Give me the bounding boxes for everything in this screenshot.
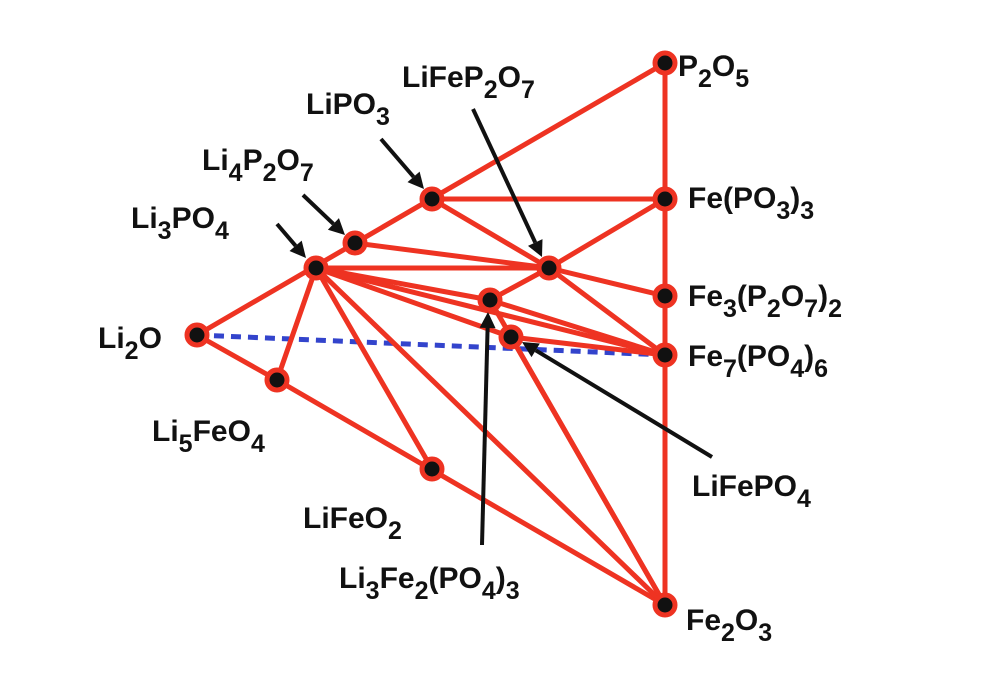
arrow-head-Li3Fe2PO43 — [479, 312, 496, 329]
tie-line-LiFeP2O7-FePO33 — [546, 196, 668, 271]
tie-line-LiFePO4-Fe7PO46 — [508, 334, 668, 358]
arrow-Li3Fe2PO43 — [479, 312, 496, 546]
node-Li3PO4 — [303, 255, 329, 281]
tie-line-Li3Fe2PO43-Fe7PO46 — [487, 297, 668, 358]
node-Li2O — [184, 322, 210, 348]
node-Fe2O3 — [652, 592, 678, 618]
arrow-head-LiFeP2O7 — [527, 239, 543, 257]
node-LiPO3 — [419, 186, 445, 212]
node-Fe3P2O72 — [652, 283, 678, 309]
label-Fe7PO46: Fe7(PO4)6 — [688, 340, 828, 383]
node-Li4P2O7 — [342, 230, 368, 256]
arrow-LiPO3 — [379, 137, 424, 189]
node-Li3Fe2PO43 — [477, 287, 503, 313]
label-FePO33: Fe(PO3)3 — [688, 182, 814, 225]
tie-lines-layer — [194, 60, 668, 608]
arrow-Li3PO4 — [275, 222, 306, 258]
arrow-head-LiFePO4 — [522, 342, 540, 358]
node-LiFeP2O7 — [536, 255, 562, 281]
node-LiFePO4 — [498, 324, 524, 350]
tie-line-Li3Fe2PO43-Fe2O3 — [487, 297, 668, 608]
tie-line-Li3PO4-LiFeO2 — [313, 265, 435, 472]
arrow-Li4P2O7 — [301, 193, 345, 235]
label-Li5FeO4: Li5FeO4 — [152, 415, 265, 458]
tie-line-Li5FeO4-Fe2O3 — [274, 377, 668, 608]
label-Fe2O3: Fe2O3 — [686, 604, 772, 647]
tie-line-LiFeP2O7-Fe7PO46 — [546, 265, 668, 358]
label-LiFeP2O7: LiFeP2O7 — [402, 61, 535, 104]
labels-layer: Li2O Li5FeO4 LiFeO2 Fe2O3 Li3PO4 Li4P2O7 LiPO3… — [98, 50, 842, 647]
label-LiFeO2: LiFeO2 — [303, 502, 402, 545]
label-Li3Fe2PO43: Li3Fe2(PO4)3 — [339, 562, 520, 605]
node-Fe7PO46 — [652, 342, 678, 368]
tie-line-Li3PO4-LiFePO4 — [313, 265, 514, 340]
tie-line-Li4P2O7-LiFeP2O7 — [352, 240, 552, 271]
arrow-shaft-Li4P2O7 — [301, 193, 335, 226]
arrow-head-LiPO3 — [407, 171, 424, 189]
tie-line-LiPO3-LiFeP2O7 — [429, 196, 552, 271]
tie-line-Li5FeO4-Li3PO4 — [274, 265, 319, 383]
tie-line-LiFeP2O7-Fe3P2O72 — [546, 265, 668, 299]
label-Fe3P2O72: Fe3(P2O7)2 — [688, 280, 842, 323]
label-Li4P2O7: Li4P2O7 — [202, 144, 314, 187]
label-P2O5: P2O5 — [678, 50, 749, 93]
label-LiPO3: LiPO3 — [306, 88, 390, 131]
tie-line-Li3PO4-Fe2O3 — [313, 265, 668, 608]
node-Li5FeO4 — [264, 367, 290, 393]
nodes-layer — [184, 50, 678, 618]
node-FePO33 — [652, 186, 678, 212]
arrow-shaft-LiPO3 — [379, 137, 416, 179]
arrow-LiFeP2O7 — [471, 108, 543, 257]
arrow-shaft-LiFePO4 — [534, 348, 714, 459]
arrow-shaft-Li3PO4 — [275, 222, 298, 248]
arrow-head-Li4P2O7 — [327, 218, 345, 235]
label-Li3PO4: Li3PO4 — [131, 202, 229, 245]
label-Li2O: Li2O — [98, 322, 162, 365]
node-P2O5 — [652, 50, 678, 76]
label-LiFePO4: LiFePO4 — [692, 470, 811, 513]
arrow-head-Li3PO4 — [289, 240, 306, 258]
arrows-layer — [275, 108, 714, 546]
node-LiFeO2 — [419, 456, 445, 482]
arrow-LiFePO4 — [522, 342, 714, 459]
arrow-shaft-LiFeP2O7 — [471, 108, 538, 244]
tie-line-Li2O-Li5FeO4 — [194, 332, 280, 383]
arrow-shaft-Li3Fe2PO43 — [480, 327, 490, 546]
